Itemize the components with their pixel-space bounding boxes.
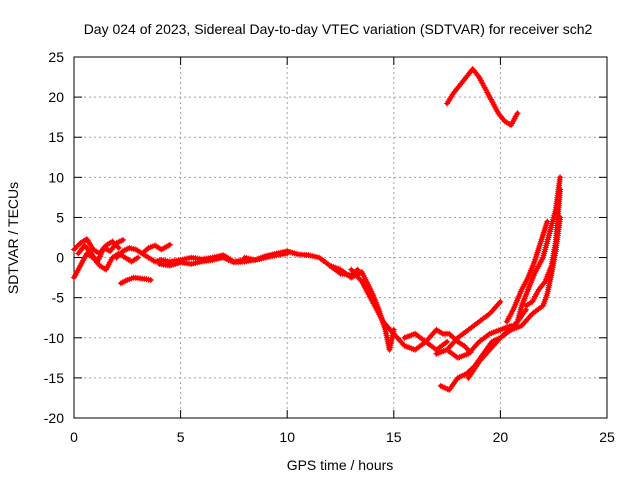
data-point [449, 333, 456, 340]
y-axis-ticks: -20 -15 -10 -5 0 5 10 15 20 25 [44, 49, 607, 426]
series-trace-13 [444, 322, 515, 361]
y-tick-label: 0 [56, 250, 64, 266]
data-point [557, 186, 564, 193]
y-tick-label: 20 [48, 89, 64, 105]
data-point [463, 370, 470, 377]
y-tick-label: -10 [44, 330, 64, 346]
series-trace-19 [444, 66, 521, 129]
data-point [557, 174, 564, 181]
y-tick-label: 5 [56, 209, 64, 225]
x-tick-label: 15 [386, 429, 402, 445]
series-trace-11 [401, 326, 474, 356]
chart-title: Day 024 of 2023, Sidereal Day-to-day VTE… [84, 21, 593, 37]
series-trace-17 [503, 218, 551, 325]
series-trace-16 [508, 174, 564, 333]
x-axis-label: GPS time / hours [287, 457, 394, 473]
x-tick-label: 5 [177, 429, 185, 445]
y-tick-label: 15 [48, 129, 64, 145]
series-trace-03 [75, 236, 126, 265]
series-trace-06 [117, 274, 154, 287]
x-tick-label: 10 [279, 429, 295, 445]
data-point [166, 241, 173, 248]
series-trace-18 [523, 186, 564, 309]
x-tick-label: 20 [493, 429, 509, 445]
y-tick-label: -5 [52, 290, 65, 306]
data-series-layer [71, 66, 564, 393]
y-axis-label: SDTVAR / TECUs [5, 182, 21, 294]
data-point [544, 218, 551, 225]
data-point [116, 252, 123, 258]
y-tick-label: -15 [44, 370, 64, 386]
series-trace-05 [139, 241, 173, 257]
series-trace-12 [433, 298, 504, 357]
data-point [514, 110, 521, 117]
data-point [497, 298, 504, 305]
data-point [444, 338, 451, 345]
y-tick-label: 25 [48, 49, 64, 65]
data-point [113, 254, 120, 261]
x-tick-label: 25 [599, 429, 615, 445]
data-point [74, 242, 81, 249]
y-tick-label: -20 [44, 410, 64, 426]
data-point [354, 266, 361, 273]
y-tick-label: 10 [48, 169, 64, 185]
data-point [447, 332, 454, 339]
data-point [114, 253, 121, 260]
data-point [115, 244, 122, 251]
data-point [462, 344, 469, 351]
data-point [147, 277, 154, 283]
x-tick-label: 0 [70, 429, 78, 445]
data-point [120, 236, 126, 243]
data-point [135, 254, 141, 261]
series-trace-10 [348, 266, 451, 353]
plot-frame [73, 56, 608, 419]
x-axis-ticks: 0 5 10 15 20 25 [70, 57, 615, 445]
